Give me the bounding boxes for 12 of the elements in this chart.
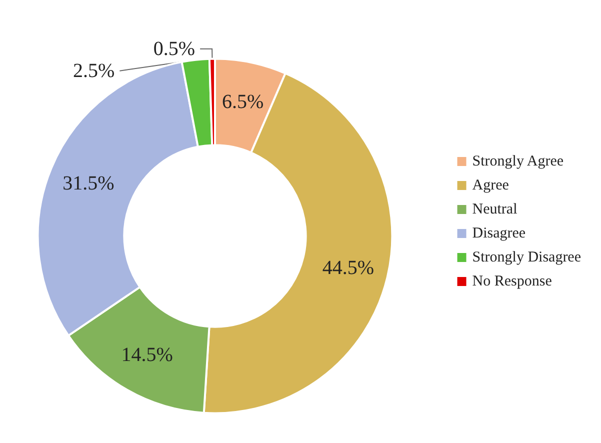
legend-label: Strongly Agree [472, 154, 564, 170]
legend-label: Disagree [472, 226, 526, 242]
data-label: 31.5% [62, 172, 114, 195]
data-label: 44.5% [322, 256, 374, 279]
legend-label: No Response [472, 274, 552, 290]
data-label: 6.5% [222, 90, 264, 113]
data-label: 0.5% [153, 38, 196, 60]
legend-label: Neutral [472, 202, 518, 218]
data-label: 2.5% [72, 60, 115, 82]
legend-label: Strongly Disagree [472, 250, 582, 266]
data-label: 14.5% [121, 344, 173, 366]
legend-label: Agree [472, 178, 510, 194]
